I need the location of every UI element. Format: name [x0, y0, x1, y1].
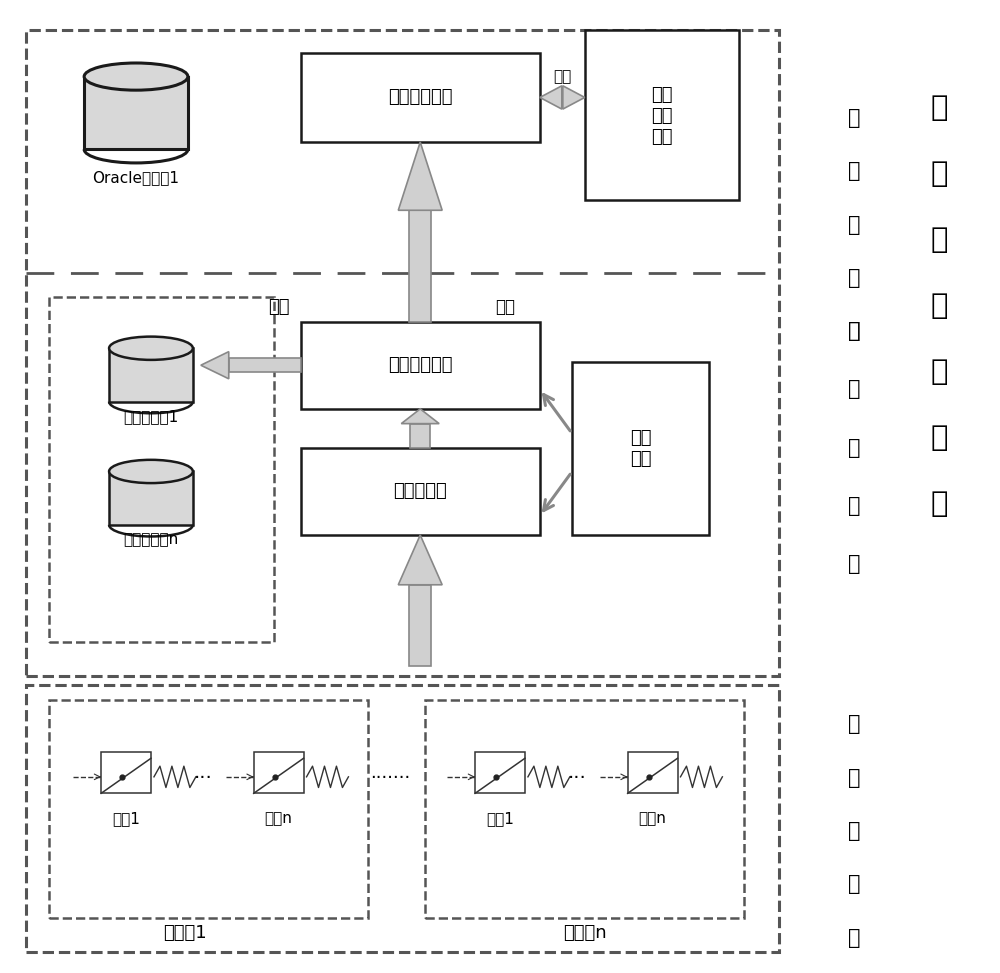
Text: 引擎
模块: 引擎 模块 — [630, 429, 651, 468]
Polygon shape — [398, 142, 442, 210]
Bar — [109, 472, 193, 524]
Bar — [301, 321, 540, 409]
Text: 层: 层 — [848, 768, 860, 787]
Polygon shape — [540, 86, 562, 109]
Text: 层: 层 — [848, 554, 860, 574]
Ellipse shape — [109, 337, 193, 360]
Text: 件: 件 — [930, 490, 948, 518]
Bar — [26, 30, 779, 675]
Text: 据: 据 — [848, 379, 860, 400]
Ellipse shape — [109, 460, 193, 484]
Text: Oracle数据库1: Oracle数据库1 — [93, 170, 180, 186]
Text: 实: 实 — [930, 94, 948, 123]
Bar — [410, 423, 430, 448]
Text: 层: 层 — [848, 321, 860, 342]
Text: 数: 数 — [848, 821, 860, 841]
Text: 处: 处 — [848, 438, 860, 457]
Bar — [409, 585, 431, 666]
Text: .......: ....... — [370, 764, 410, 781]
Text: ...: ... — [567, 763, 586, 782]
Bar — [475, 752, 525, 793]
Text: ...: ... — [193, 763, 212, 782]
Text: 分库存储模块: 分库存储模块 — [388, 356, 452, 375]
Ellipse shape — [84, 63, 188, 90]
Text: 理: 理 — [930, 292, 948, 320]
Text: 层: 层 — [848, 927, 860, 948]
Text: 预处理模块: 预处理模块 — [393, 483, 447, 500]
Text: 同步更新模块: 同步更新模块 — [388, 89, 452, 106]
Polygon shape — [563, 86, 585, 109]
Text: 设备1: 设备1 — [486, 811, 514, 826]
Bar — [301, 53, 540, 142]
Text: 时: 时 — [930, 161, 948, 188]
Text: 处: 处 — [930, 226, 948, 254]
Text: 间: 间 — [930, 424, 948, 452]
Text: 据: 据 — [848, 875, 860, 894]
Text: 理: 理 — [848, 496, 860, 516]
Polygon shape — [398, 535, 442, 585]
Bar — [628, 752, 678, 793]
Text: 据: 据 — [848, 162, 860, 181]
Text: 内存数据库n: 内存数据库n — [123, 532, 179, 548]
Text: 检索
服务
模块: 检索 服务 模块 — [651, 86, 673, 146]
Text: 数: 数 — [848, 108, 860, 127]
Text: 映射: 映射 — [268, 298, 289, 316]
Bar — [425, 700, 744, 919]
Text: 设备n: 设备n — [639, 811, 667, 826]
Text: 采集: 采集 — [495, 298, 515, 316]
Bar — [254, 752, 304, 793]
Text: 发: 发 — [848, 268, 860, 288]
Bar — [409, 210, 431, 321]
Bar — [109, 348, 193, 402]
Bar — [49, 700, 368, 919]
Bar — [585, 30, 739, 200]
Bar — [26, 685, 779, 953]
Polygon shape — [201, 351, 229, 378]
Text: 内存数据库1: 内存数据库1 — [123, 409, 179, 424]
Bar — [301, 448, 540, 535]
Bar — [229, 358, 301, 372]
Text: 同步: 同步 — [553, 69, 571, 85]
Polygon shape — [401, 409, 439, 423]
Bar — [572, 362, 709, 535]
Text: 设备n: 设备n — [265, 811, 293, 826]
Text: 底: 底 — [848, 714, 860, 735]
Bar — [84, 77, 188, 149]
Text: 子系绛n: 子系绛n — [563, 923, 607, 942]
Text: 分: 分 — [848, 214, 860, 234]
Text: 中: 中 — [930, 358, 948, 386]
Bar — [101, 752, 151, 793]
Bar — [49, 298, 274, 642]
Text: 数: 数 — [848, 321, 860, 342]
Text: 子系统1: 子系统1 — [163, 923, 207, 942]
Text: 设备1: 设备1 — [112, 811, 140, 826]
